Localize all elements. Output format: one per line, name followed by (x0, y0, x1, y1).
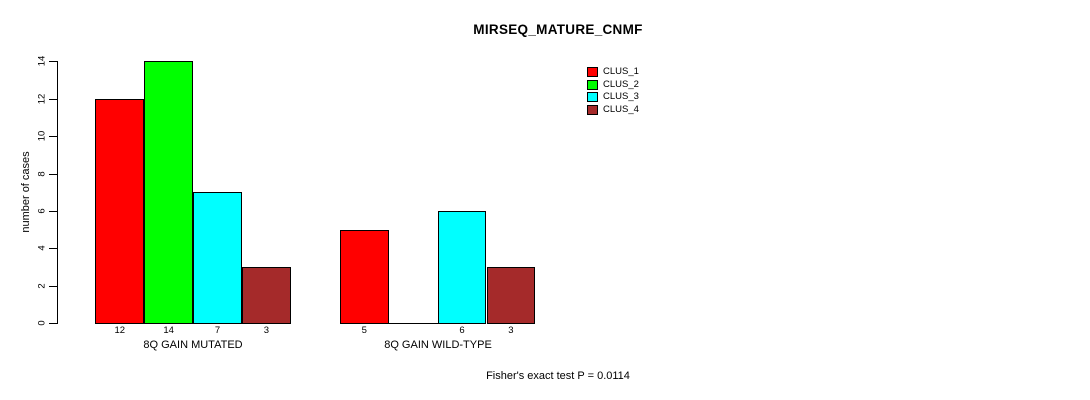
fisher-test-annotation: Fisher's exact test P = 0.0114 (486, 370, 630, 382)
bar-clus-3-group1 (193, 192, 242, 324)
legend-item-clus-1: CLUS_1 (587, 66, 639, 79)
y-tick-label: 8 (36, 170, 48, 177)
legend-label: CLUS_4 (603, 103, 639, 115)
bar-value-label: 3 (508, 325, 514, 336)
bar-clus-2-group1 (144, 61, 194, 324)
y-tick-label: 6 (36, 208, 48, 214)
bar-clus-1-group1 (95, 98, 145, 324)
y-tick-label: 4 (36, 245, 48, 251)
bar-value-label: 6 (459, 325, 465, 336)
legend-swatch-clus-4 (587, 104, 598, 115)
legend-label: CLUS_2 (603, 78, 639, 90)
bar-value-label: 12 (114, 325, 126, 336)
y-tick-mark (49, 173, 57, 175)
y-tick-mark (49, 136, 57, 138)
bar-value-label: 14 (163, 325, 174, 336)
y-tick-mark (49, 285, 57, 287)
y-tick-mark (49, 248, 57, 250)
group-label-8q-gain-mutated: 8Q GAIN MUTATED (143, 339, 243, 351)
legend-swatch-clus-2 (587, 79, 598, 90)
y-tick-mark (49, 61, 57, 63)
bar-value-label: 3 (263, 325, 270, 336)
chart-title: MIRSEQ_MATURE_CNMF (473, 22, 643, 37)
y-axis-line (57, 61, 58, 324)
legend-item-clus-3: CLUS_3 (587, 91, 639, 104)
legend-item-clus-4: CLUS_4 (587, 104, 639, 117)
legend: CLUS_1 CLUS_2 CLUS_3 CLUS_4 (587, 66, 639, 116)
bar-clus-4-group1 (242, 266, 291, 324)
bar-value-label: 7 (214, 325, 221, 336)
bar-clus-4-group2 (486, 266, 536, 324)
y-axis-label: number of cases (20, 151, 32, 233)
y-tick-mark (49, 323, 57, 324)
y-tick-label: 2 (36, 282, 48, 289)
legend-label: CLUS_1 (603, 66, 639, 78)
y-tick-label: 10 (36, 130, 48, 142)
legend-swatch-clus-1 (587, 67, 598, 78)
group-label-8q-gain-wild-type: 8Q GAIN WILD-TYPE (384, 339, 492, 351)
legend-swatch-clus-3 (587, 92, 598, 103)
y-tick-label: 12 (36, 93, 48, 105)
y-tick-mark (49, 210, 57, 212)
y-tick-label: 14 (36, 56, 48, 67)
zero-bar-clus-2-group2 (388, 323, 439, 324)
bar-clus-3-group2 (437, 210, 487, 324)
bar-clus-1-group2 (339, 229, 389, 324)
legend-item-clus-2: CLUS_2 (587, 79, 639, 92)
y-tick-mark (49, 98, 57, 100)
bar-value-label: 5 (361, 325, 367, 336)
legend-label: CLUS_3 (603, 91, 639, 103)
y-tick-label: 0 (36, 320, 48, 326)
